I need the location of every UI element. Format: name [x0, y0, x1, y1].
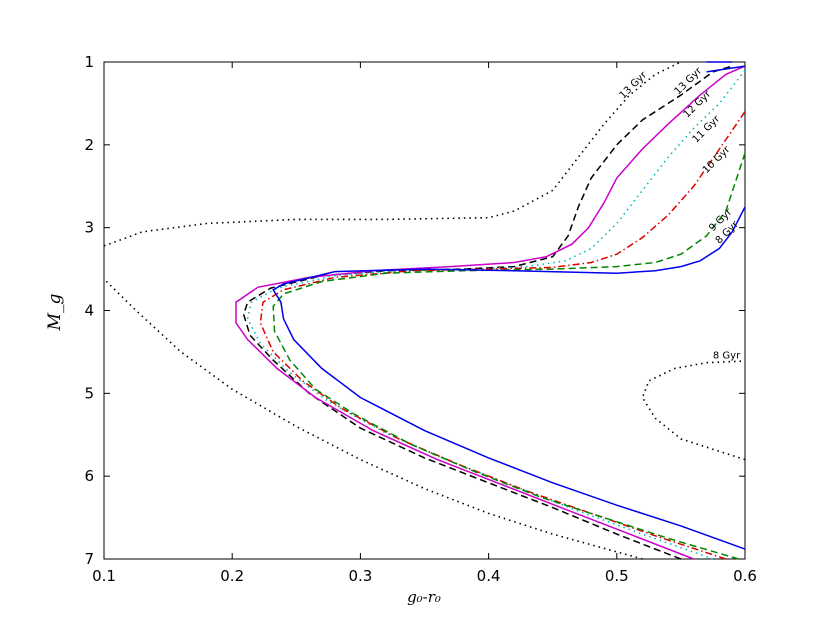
series-line-3	[259, 111, 746, 560]
series-line-5	[272, 206, 746, 550]
series-layer	[103, 61, 746, 560]
isochrone-label-7: 8 Gyr	[713, 351, 741, 362]
x-tick-label-5: 0.6	[733, 567, 757, 585]
y-tick-label-0: 1	[84, 53, 94, 71]
y-tick-label-2: 3	[84, 219, 94, 237]
isochrone-label-2: 12 Gyr	[682, 88, 714, 120]
y-tick-label-3: 4	[84, 302, 94, 320]
isochrone-label-4: 10 Gyr	[701, 144, 733, 176]
x-axis-label: g₀-r₀	[407, 588, 441, 606]
x-tick-label-2: 0.3	[348, 567, 372, 585]
series-line-8	[641, 360, 746, 461]
x-tick-label-0: 0.1	[92, 567, 116, 585]
x-tick-label-1: 0.2	[220, 567, 244, 585]
y-tick-label-4: 5	[84, 384, 94, 402]
y-tick-label-6: 7	[84, 550, 94, 568]
series-line-9	[706, 65, 746, 73]
y-tick-label-1: 2	[84, 136, 94, 154]
y-axis-label: M_g	[45, 293, 65, 331]
isochrone-label-0: 13 Gyr	[618, 69, 650, 101]
y-tick-label-5: 6	[84, 467, 94, 485]
isochrone-label-3: 11 Gyr	[691, 113, 723, 145]
tick-layer: 0.1 0.2 0.3 0.4 0.5 0.6 1 2 3 4 5 6 7	[84, 53, 756, 585]
x-tick-label-3: 0.4	[477, 567, 501, 585]
series-line-6	[103, 278, 643, 560]
series-line-4	[272, 152, 746, 560]
series-line-7	[103, 61, 682, 247]
series-line-1	[235, 65, 746, 560]
series-line-0	[242, 65, 733, 560]
x-tick-label-4: 0.5	[605, 567, 629, 585]
plot-frame	[103, 61, 746, 560]
